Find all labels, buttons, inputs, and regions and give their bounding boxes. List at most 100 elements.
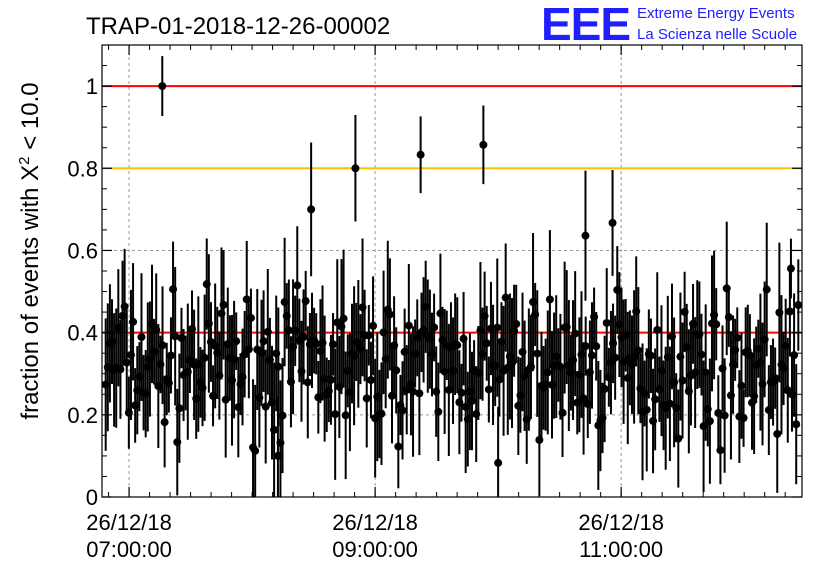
data-point xyxy=(373,392,382,401)
data-point xyxy=(369,321,378,330)
eee-logo: EEE Extreme Energy Events La Scienza nel… xyxy=(541,0,797,50)
data-point xyxy=(581,231,590,240)
data-point xyxy=(691,368,700,377)
data-point xyxy=(291,326,300,335)
data-point xyxy=(409,387,418,396)
data-point xyxy=(436,309,445,318)
data-point xyxy=(135,372,144,381)
data-point xyxy=(339,314,348,323)
data-point xyxy=(345,388,354,397)
data-point xyxy=(299,332,308,341)
data-point xyxy=(505,352,514,361)
data-point xyxy=(613,285,622,294)
data-point xyxy=(120,302,129,311)
data-point xyxy=(270,425,279,434)
data-point xyxy=(265,355,274,364)
data-point xyxy=(350,351,359,360)
data-point xyxy=(366,375,375,384)
data-point xyxy=(351,164,360,173)
data-point xyxy=(236,380,245,389)
data-point xyxy=(619,357,628,366)
data-point xyxy=(716,446,725,455)
data-point xyxy=(118,311,127,320)
y-tick-label: 0 xyxy=(86,485,98,510)
data-point xyxy=(579,394,588,403)
data-point xyxy=(246,313,255,322)
data-point xyxy=(289,342,298,351)
data-point xyxy=(364,331,373,340)
data-point xyxy=(413,333,422,342)
data-point xyxy=(463,415,472,424)
data-point xyxy=(781,341,790,350)
data-point xyxy=(545,295,554,304)
data-point xyxy=(573,398,582,407)
data-point xyxy=(284,326,293,335)
logo-line1: Extreme Energy Events xyxy=(637,5,795,22)
data-point xyxy=(213,348,222,357)
data-point xyxy=(762,285,771,294)
data-point xyxy=(194,360,203,369)
data-point xyxy=(320,374,329,383)
data-point xyxy=(640,389,649,398)
data-point xyxy=(684,387,693,396)
data-point xyxy=(484,385,493,394)
data-point xyxy=(379,328,388,337)
data-point xyxy=(747,398,756,407)
data-point xyxy=(577,350,586,359)
data-point xyxy=(337,322,346,331)
y-tick-label: 0.2 xyxy=(67,403,98,428)
data-point xyxy=(126,350,135,359)
data-point xyxy=(459,334,468,343)
data-point xyxy=(392,366,401,375)
y-axis-label: fraction of events with Χ2 < 10.0 xyxy=(16,82,44,419)
data-point xyxy=(221,395,230,404)
data-point xyxy=(312,339,321,348)
data-point xyxy=(494,458,503,467)
data-point xyxy=(600,384,609,393)
data-point xyxy=(404,321,413,330)
data-point xyxy=(592,342,601,351)
data-point xyxy=(303,378,312,387)
data-point xyxy=(754,344,763,353)
data-point xyxy=(158,82,167,91)
data-point xyxy=(541,380,550,389)
logo-mark: EEE xyxy=(541,0,630,50)
data-point xyxy=(406,380,415,389)
data-point xyxy=(779,364,788,373)
data-point xyxy=(705,417,714,426)
data-point xyxy=(133,386,142,395)
data-point xyxy=(543,368,552,377)
data-point xyxy=(676,352,685,361)
data-point xyxy=(733,333,742,342)
data-point xyxy=(263,327,272,336)
data-point xyxy=(760,335,769,344)
data-point xyxy=(630,352,639,361)
data-point xyxy=(731,345,740,354)
data-point xyxy=(486,324,495,333)
data-point xyxy=(581,342,590,351)
data-point xyxy=(259,337,268,346)
data-point xyxy=(400,347,409,356)
data-point xyxy=(286,377,295,386)
data-point xyxy=(790,351,799,360)
data-point xyxy=(278,411,287,420)
data-point xyxy=(556,362,565,371)
data-point xyxy=(385,310,394,319)
data-point xyxy=(200,353,209,362)
data-point xyxy=(276,438,285,447)
data-point xyxy=(670,378,679,387)
data-point xyxy=(219,300,228,309)
data-point xyxy=(453,341,462,350)
data-point xyxy=(183,367,192,376)
data-point xyxy=(667,332,676,341)
data-point xyxy=(428,350,437,359)
data-point xyxy=(394,442,403,451)
data-point xyxy=(562,323,571,332)
data-point xyxy=(695,330,704,339)
data-point xyxy=(516,391,525,400)
data-point xyxy=(480,312,489,321)
data-point xyxy=(739,414,748,423)
data-point xyxy=(491,361,500,370)
data-point xyxy=(786,264,795,273)
data-point xyxy=(341,411,350,420)
